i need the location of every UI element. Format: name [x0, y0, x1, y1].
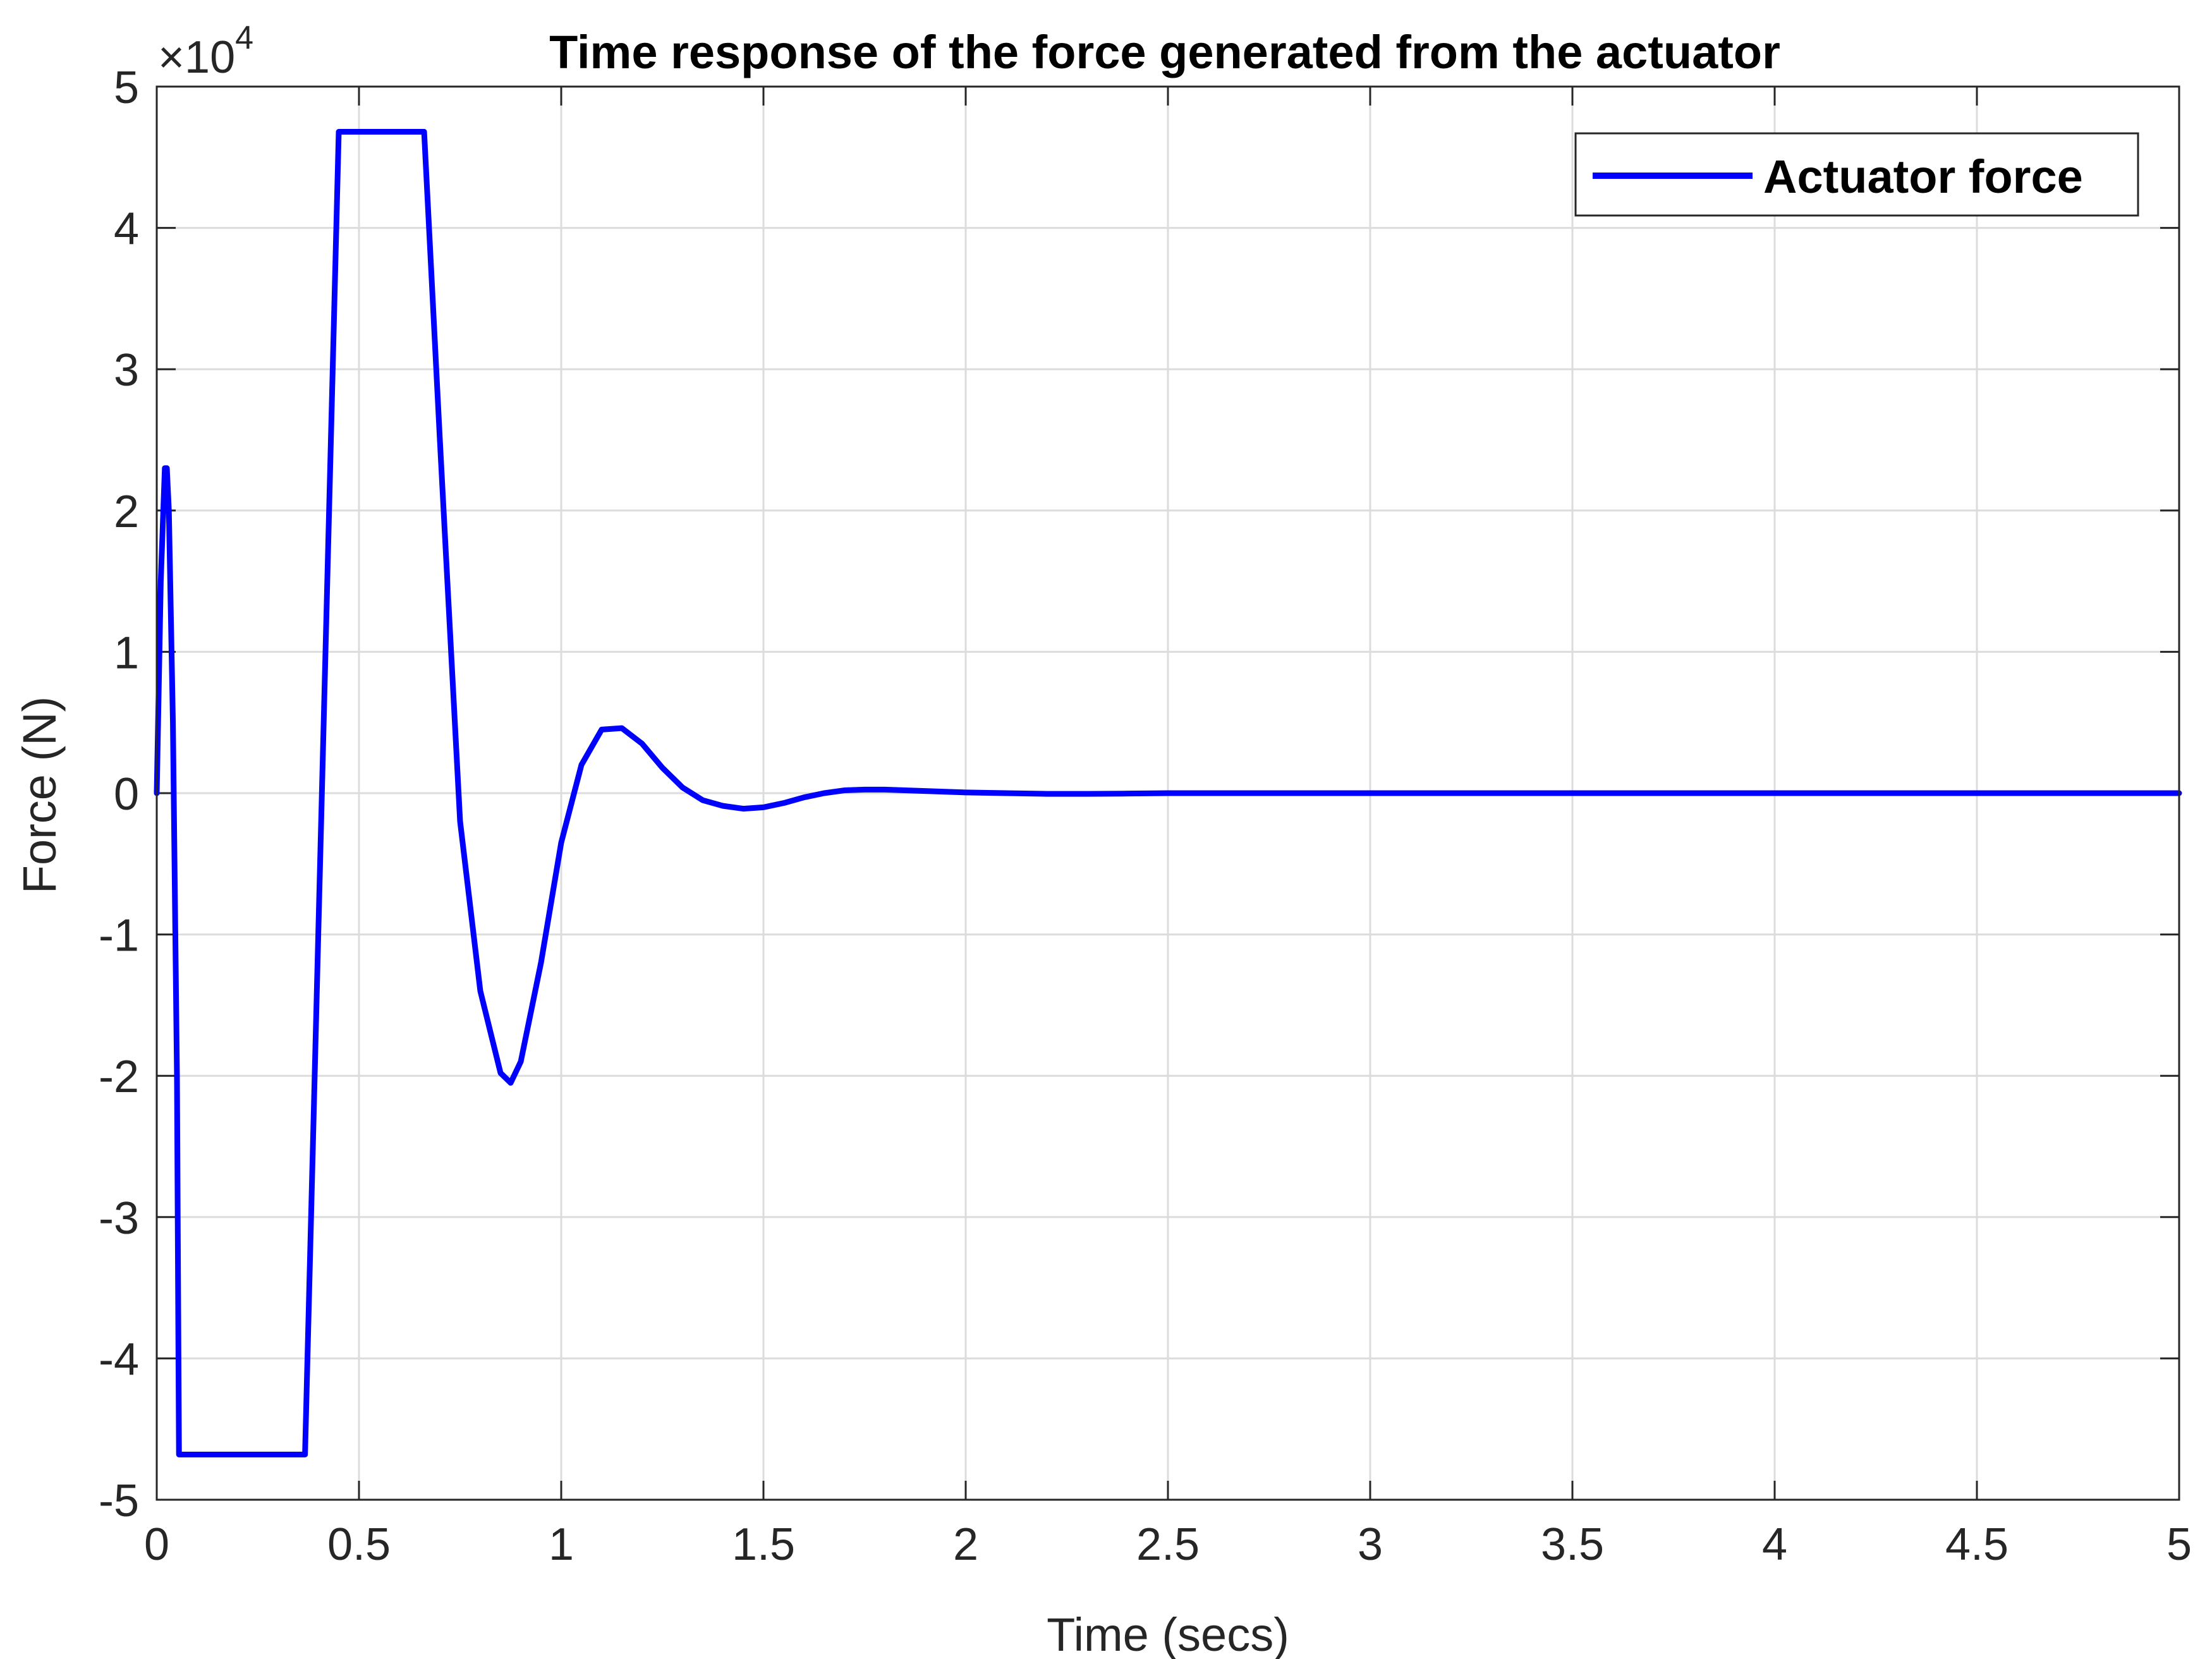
x-tick-label: 2	[953, 1519, 978, 1570]
x-tick-label: 4	[1762, 1519, 1787, 1570]
y-tick-label: -5	[99, 1476, 139, 1526]
y-tick-label: 1	[114, 628, 139, 678]
x-tick-label: 0.5	[327, 1519, 391, 1570]
x-tick-label: 4.5	[1945, 1519, 2008, 1570]
x-tick-label: 3.5	[1541, 1519, 1604, 1570]
plot-frame	[155, 85, 2180, 1501]
y-tick-label: 0	[114, 769, 139, 820]
y-tick-label: -2	[99, 1052, 139, 1102]
x-tick-label: 2.5	[1136, 1519, 1200, 1570]
y-tick-labels: -5 -4 -3 -2 -1 0 1 2 3 4 5	[99, 63, 139, 1526]
x-tick-label: 5	[2166, 1519, 2192, 1570]
y-tick-label: -1	[99, 911, 139, 961]
x-axis-label: Time (secs)	[1047, 1608, 1289, 1659]
chart-title: Time response of the force generated fro…	[549, 26, 1780, 78]
legend-label: Actuator force	[1763, 150, 2083, 203]
y-tick-label: 2	[114, 487, 139, 537]
x-tick-labels: 0 0.5 1 1.5 2 2.5 3 3.5 4 4.5 5	[144, 1519, 2192, 1570]
x-tick-label: 0	[144, 1519, 169, 1570]
y-tick-label: 5	[114, 63, 139, 113]
x-tick-label: 1	[549, 1519, 574, 1570]
y-tick-label: 4	[114, 204, 139, 255]
exponent-power: 4	[235, 20, 253, 56]
x-tick-label: 3	[1358, 1519, 1383, 1570]
y-axis-label: Force (N)	[13, 696, 66, 894]
y-axis-exponent: ×104	[158, 20, 253, 83]
svg-text:×104: ×104	[158, 20, 253, 83]
y-tick-label: 3	[114, 345, 139, 396]
legend: Actuator force	[1574, 132, 2139, 217]
y-tick-label: -4	[99, 1334, 139, 1385]
exponent-base: ×10	[158, 32, 235, 83]
series-layer	[154, 129, 2182, 1457]
series-line-actuator-force	[154, 129, 2182, 1457]
x-tick-label: 1.5	[732, 1519, 795, 1570]
legend-box	[1574, 132, 2139, 217]
y-tick-label: -3	[99, 1193, 139, 1244]
